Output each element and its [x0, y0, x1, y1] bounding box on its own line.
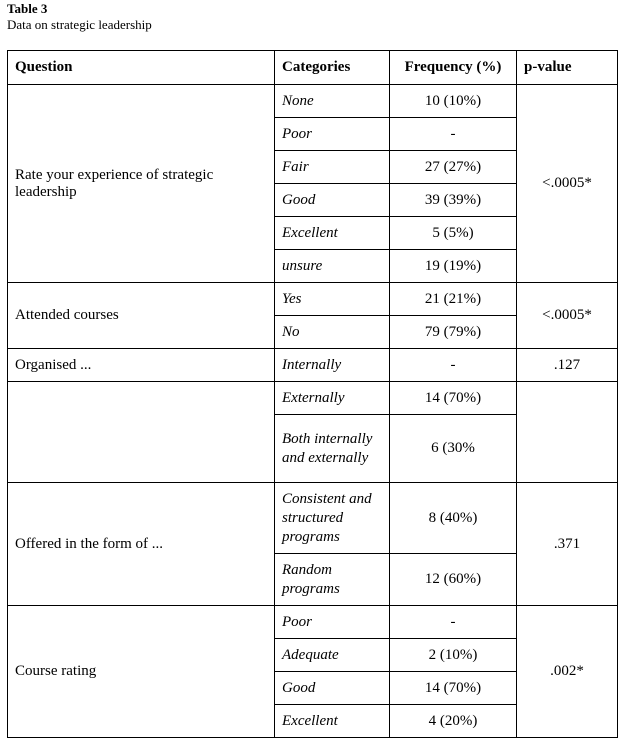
table-row: Attended courses Yes 21 (21%) <.0005*: [7, 282, 618, 349]
table-row: No 79 (79%): [8, 315, 618, 349]
category-cell: Excellent: [274, 216, 390, 250]
category-cell: Poor: [274, 605, 390, 639]
category-cell: Random programs: [274, 553, 390, 606]
frequency-cell: 5 (5%): [389, 216, 517, 250]
p-value-cell: <.0005*: [516, 84, 618, 283]
question-cell: [7, 381, 275, 483]
frequency-cell: -: [389, 605, 517, 639]
category-cell: Good: [274, 183, 390, 217]
category-cell: Consistent and structured programs: [274, 482, 390, 554]
category-cell: Internally: [274, 348, 390, 382]
category-cell: Yes: [274, 282, 390, 316]
frequency-cell: 8 (40%): [389, 482, 517, 554]
frequency-cell: -: [389, 348, 517, 382]
header-categories: Categories: [274, 50, 390, 85]
frequency-cell: 79 (79%): [389, 315, 517, 349]
table-row: unsure 19 (19%): [8, 249, 618, 283]
category-cell: Both internally and externally: [274, 414, 390, 483]
table-row: Organised ... Internally - .127: [7, 348, 618, 382]
frequency-cell: 39 (39%): [389, 183, 517, 217]
frequency-cell: 21 (21%): [389, 282, 517, 316]
frequency-cell: 19 (19%): [389, 249, 517, 283]
table-row: Offered in the form of ... Consistent and…: [7, 482, 618, 606]
table-row: Externally 14 (70%): [7, 381, 618, 483]
frequency-cell: 4 (20%): [389, 704, 517, 738]
category-cell: Good: [274, 671, 390, 705]
table-row: Excellent 4 (20%): [8, 704, 618, 738]
table-subtitle: Data on strategic leadership: [7, 17, 152, 32]
frequency-cell: 27 (27%): [389, 150, 517, 184]
data-table: Question Categories Frequency (%) p-valu…: [7, 50, 618, 738]
frequency-cell: -: [389, 117, 517, 151]
frequency-cell: 14 (70%): [389, 381, 517, 415]
category-cell: Poor: [274, 117, 390, 151]
frequency-cell: 2 (10%): [389, 638, 517, 672]
category-cell: unsure: [274, 249, 390, 283]
table-row: Course rating Poor - .002*: [7, 605, 618, 738]
p-value-cell: .002*: [516, 605, 618, 738]
frequency-cell: 10 (10%): [389, 84, 517, 118]
p-value-cell: <.0005*: [516, 282, 618, 349]
category-cell: Externally: [274, 381, 390, 415]
table-title: Table 3: [7, 1, 48, 16]
question-cell: Rate your experience of strategic leader…: [7, 84, 275, 283]
header-question: Question: [7, 50, 275, 85]
frequency-cell: 6 (30%: [389, 414, 517, 483]
table-row: Adequate 2 (10%): [8, 638, 618, 672]
category-cell: Fair: [274, 150, 390, 184]
p-value-cell: [516, 381, 618, 483]
frequency-cell: 14 (70%): [389, 671, 517, 705]
p-value-cell: .127: [516, 348, 618, 382]
header-row: Question Categories Frequency (%) p-valu…: [7, 50, 618, 85]
header-p-value: p-value: [516, 50, 618, 85]
table-row: Rate your experience of strategic leader…: [7, 84, 618, 283]
table-row: Good 14 (70%): [8, 671, 618, 705]
category-cell: None: [274, 84, 390, 118]
category-cell: Adequate: [274, 638, 390, 672]
table-row: Random programs 12 (60%): [8, 553, 618, 606]
table-row: Good 39 (39%): [8, 183, 618, 217]
table-row: Both internally and externally 6 (30%: [8, 414, 618, 483]
category-cell: Excellent: [274, 704, 390, 738]
table-row: Excellent 5 (5%): [8, 216, 618, 250]
frequency-cell: 12 (60%): [389, 553, 517, 606]
category-cell: No: [274, 315, 390, 349]
question-cell: Course rating: [7, 605, 275, 738]
table-row: Poor -: [8, 117, 618, 151]
p-value-cell: .371: [516, 482, 618, 606]
header-frequency: Frequency (%): [389, 50, 517, 85]
question-cell: Offered in the form of ...: [7, 482, 275, 606]
question-cell: Organised ...: [7, 348, 275, 382]
question-cell: Attended courses: [7, 282, 275, 349]
